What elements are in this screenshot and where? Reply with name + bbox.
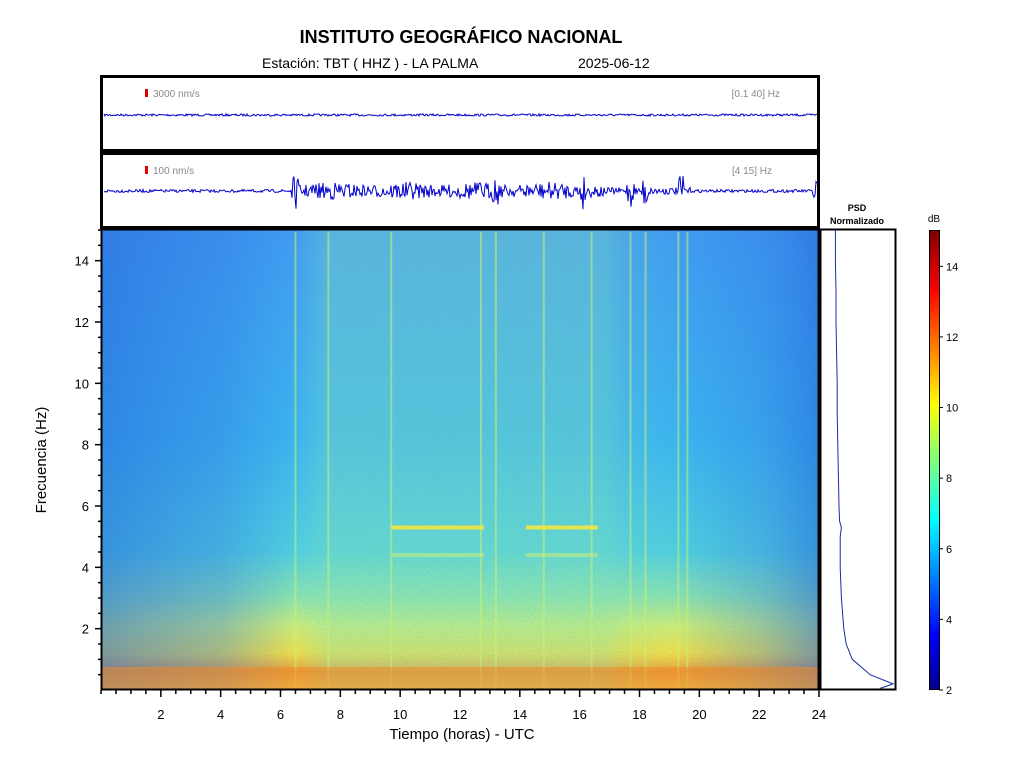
colorbar-label: dB bbox=[928, 214, 941, 225]
spectrogram-features bbox=[101, 232, 819, 690]
x-tick-label: 18 bbox=[632, 707, 646, 722]
colorbar-tick-label: 8 bbox=[946, 473, 952, 485]
seismogram-trace bbox=[103, 112, 817, 118]
y-tick-label: 2 bbox=[82, 622, 89, 637]
date-label: 2025-06-12 bbox=[578, 55, 650, 71]
spectrogram-noise bbox=[101, 230, 819, 690]
colorbar-tick-label: 10 bbox=[946, 403, 958, 415]
colorbar-tick-label: 4 bbox=[946, 614, 952, 626]
y-axis: 2 4 6 8 10 12 14 bbox=[75, 229, 101, 676]
x-tick-label: 6 bbox=[277, 707, 284, 722]
psd-curve bbox=[834, 230, 895, 689]
y-tick-label: 6 bbox=[82, 499, 89, 514]
seismogram-panel-filtered: 100 nm/s [4 15] Hz bbox=[100, 152, 820, 229]
y-tick-label: 14 bbox=[75, 254, 89, 269]
scale-marker-icon bbox=[145, 89, 148, 97]
x-tick-label: 16 bbox=[572, 707, 586, 722]
y-tick-label: 12 bbox=[75, 315, 89, 330]
scale-marker-icon bbox=[145, 166, 148, 174]
x-tick-label: 12 bbox=[453, 707, 467, 722]
scale-label: 100 nm/s bbox=[153, 166, 194, 177]
colorbar-tick-label: 12 bbox=[946, 332, 958, 344]
colorbar: dB 2 4 6 8 10 12 14 bbox=[928, 214, 958, 697]
y-tick-label: 8 bbox=[82, 438, 89, 453]
scale-label: 3000 nm/s bbox=[153, 89, 200, 100]
panel-frame bbox=[100, 75, 820, 152]
station-label: Estación: TBT ( HHZ ) - LA PALMA bbox=[262, 55, 479, 71]
band-label: [0.1 40] Hz bbox=[732, 89, 780, 100]
x-tick-label: 8 bbox=[337, 707, 344, 722]
x-axis: 2 4 6 8 10 12 14 16 18 20 22 24 bbox=[100, 690, 826, 722]
x-tick-label: 4 bbox=[217, 707, 224, 722]
x-tick-label: 2 bbox=[157, 707, 164, 722]
y-axis-label: Frecuencia (Hz) bbox=[33, 407, 50, 514]
seismogram-panel-broadband: 3000 nm/s [0.1 40] Hz bbox=[100, 75, 820, 152]
colorbar-scale bbox=[929, 230, 940, 690]
band-label: [4 15] Hz bbox=[732, 166, 772, 177]
x-tick-label: 22 bbox=[752, 707, 766, 722]
x-tick-label: 20 bbox=[692, 707, 706, 722]
psd-panel: PSD Normalizado bbox=[819, 203, 897, 691]
colorbar-tick-label: 6 bbox=[946, 544, 952, 556]
x-tick-label: 24 bbox=[812, 707, 826, 722]
x-tick-label: 10 bbox=[393, 707, 407, 722]
y-tick-label: 4 bbox=[82, 560, 89, 575]
x-axis-label: Tiempo (horas) - UTC bbox=[389, 726, 534, 743]
seismogram-trace bbox=[103, 175, 818, 210]
psd-title-line2: Normalizado bbox=[830, 216, 885, 226]
chart-title: INSTITUTO GEOGRÁFICO NACIONAL bbox=[299, 27, 623, 47]
colorbar-ticks: 2 4 6 8 10 12 14 bbox=[939, 261, 958, 697]
psd-frame bbox=[819, 228, 897, 691]
x-tick-label: 14 bbox=[513, 707, 527, 722]
colorbar-tick-label: 14 bbox=[946, 261, 958, 273]
low-frequency-band bbox=[101, 667, 819, 690]
panel-frame bbox=[100, 152, 820, 229]
colorbar-tick-label: 2 bbox=[946, 685, 952, 697]
y-tick-label: 10 bbox=[75, 376, 89, 391]
psd-title-line1: PSD bbox=[848, 203, 867, 213]
spectrogram-frame bbox=[100, 228, 820, 691]
